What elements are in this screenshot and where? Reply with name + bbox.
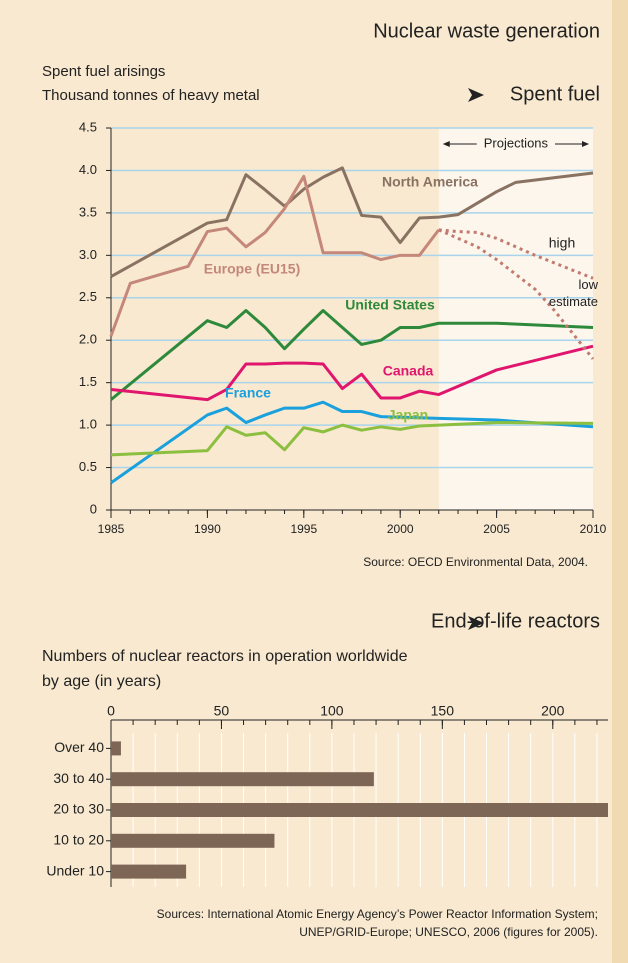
section-title: End-of-life reactors: [431, 610, 600, 632]
arrow-head: [582, 141, 589, 147]
y-tick-label: 30 to 40: [53, 770, 104, 786]
y-tick-label: 1.5: [79, 374, 97, 389]
subtitle: Numbers of nuclear reactors in operation…: [42, 648, 408, 665]
y-tick-label: 20 to 30: [53, 801, 104, 817]
x-tick-label: 50: [214, 703, 230, 719]
x-tick-label: 2010: [580, 522, 607, 536]
series-label: United States: [345, 297, 435, 313]
annotation: Projections: [484, 135, 549, 150]
subtitle: Spent fuel arisings: [42, 63, 165, 80]
projection-area: [438, 128, 593, 510]
arrow-icon: [468, 88, 484, 102]
x-tick-label: 100: [320, 703, 344, 719]
y-tick-label: Over 40: [54, 739, 104, 755]
y-tick-label: 3.0: [79, 247, 97, 262]
side-band: [612, 0, 628, 963]
page-title: Nuclear waste generation: [373, 20, 600, 42]
series-label: France: [225, 385, 271, 401]
source: Sources: International Atomic Energy Age…: [157, 907, 598, 921]
line: [110, 344, 594, 402]
bar: [111, 772, 374, 787]
x-tick-label: 2000: [387, 522, 414, 536]
y-tick-label: 4.0: [79, 162, 97, 177]
series-label: Japan: [388, 407, 428, 423]
x-tick-label: 2005: [483, 522, 510, 536]
y-tick-label: Under 10: [46, 862, 104, 878]
subtitle: by age (in years): [42, 673, 161, 690]
subtitle: Thousand tonnes of heavy metal: [42, 87, 260, 104]
arrow-icon: [468, 616, 484, 630]
y-tick-label: 10 to 20: [53, 832, 104, 848]
line: [438, 228, 595, 360]
bar: [111, 741, 121, 756]
line: [110, 166, 594, 278]
source: Source: OECD Environmental Data, 2004.: [363, 555, 588, 569]
line: [110, 400, 594, 485]
x-tick-label: 0: [107, 703, 115, 719]
bar: [111, 833, 275, 848]
bar: [111, 864, 187, 879]
x-tick-label: 1985: [98, 522, 125, 536]
y-tick-label: 0: [90, 501, 97, 516]
line: [438, 228, 594, 280]
y-tick-label: 1.0: [79, 417, 97, 432]
series-label: high: [549, 235, 575, 251]
source: UNEP/GRID-Europe; UNESCO, 2006 (figures …: [299, 925, 598, 939]
series-label: Europe (EU15): [204, 261, 300, 277]
line: [110, 421, 594, 457]
x-tick-label: 150: [431, 703, 455, 719]
line: [109, 174, 440, 337]
y-tick-label: 4.5: [79, 119, 97, 134]
x-tick-label: 1995: [290, 522, 317, 536]
y-tick-label: 2.0: [79, 332, 97, 347]
arrow-head: [442, 141, 450, 147]
series-label: low estimate: [548, 277, 598, 309]
series-label: North America: [382, 174, 478, 190]
x-tick-label: 1990: [194, 522, 221, 536]
x-tick-label: 200: [541, 703, 565, 719]
y-tick-label: 2.5: [79, 289, 97, 304]
y-tick-label: 3.5: [79, 204, 97, 219]
line: [110, 309, 594, 401]
bar: [111, 803, 608, 817]
series-label: Canada: [383, 363, 434, 379]
section-title: Spent fuel: [510, 83, 600, 105]
y-tick-label: 0.5: [79, 459, 97, 474]
